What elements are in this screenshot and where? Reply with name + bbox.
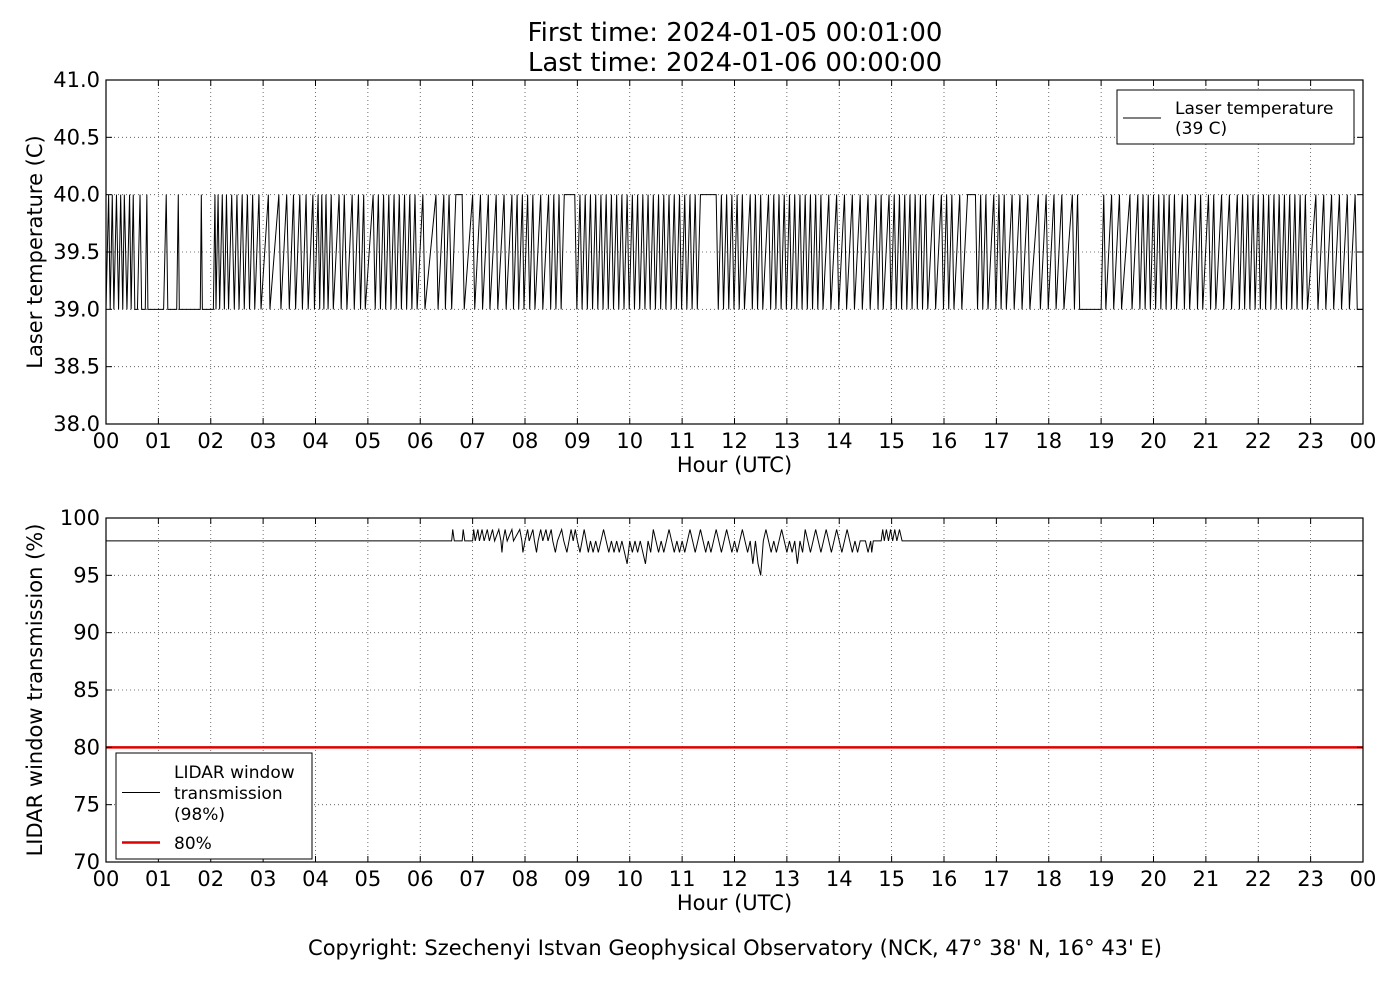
legend-label: Laser temperature — [1175, 99, 1333, 119]
x-tick-label: 22 — [1245, 867, 1272, 891]
y-tick-label: 38.0 — [53, 412, 100, 436]
x-tick-label: 16 — [931, 867, 958, 891]
x-tick-label: 23 — [1297, 867, 1324, 891]
legend-label: (98%) — [174, 805, 225, 825]
x-tick-label: 20 — [1140, 867, 1167, 891]
y-tick-label: 95 — [73, 563, 100, 587]
y-tick-label: 85 — [73, 678, 100, 702]
x-tick-label: 14 — [826, 867, 853, 891]
legend-label: LIDAR window — [174, 763, 295, 783]
x-tick-label: 00 — [93, 429, 120, 453]
x-tick-label: 15 — [878, 867, 905, 891]
y-tick-label: 80 — [73, 735, 100, 759]
x-tick-label: 08 — [512, 867, 539, 891]
x-tick-label: 18 — [1035, 429, 1062, 453]
x-tick-label: 02 — [197, 429, 224, 453]
x-tick-label: 03 — [250, 429, 277, 453]
x-tick-label: 10 — [616, 867, 643, 891]
x-tick-label: 04 — [302, 429, 329, 453]
x-tick-label: 20 — [1140, 429, 1167, 453]
x-tick-label: 09 — [564, 867, 591, 891]
y-tick-label: 40.0 — [53, 183, 100, 207]
series-line-0 — [105, 194, 1363, 310]
x-tick-label: 01 — [145, 429, 172, 453]
x-tick-label: 21 — [1193, 429, 1220, 453]
x-tick-label: 04 — [302, 867, 329, 891]
x-tick-label: 16 — [931, 429, 958, 453]
y-tick-label: 38.5 — [53, 355, 100, 379]
x-tick-label: 11 — [669, 867, 696, 891]
x-tick-label: 03 — [250, 867, 277, 891]
y-tick-label: 90 — [73, 621, 100, 645]
x-tick-label: 10 — [616, 429, 643, 453]
x-tick-label: 06 — [407, 429, 434, 453]
series-line-0 — [106, 527, 1363, 576]
x-axis-label: Hour (UTC) — [677, 453, 792, 477]
x-tick-label: 00 — [93, 867, 120, 891]
x-tick-label: 12 — [721, 867, 748, 891]
chart-title-line-2: Last time: 2024-01-06 00:00:00 — [527, 48, 943, 78]
y-tick-label: 39.5 — [53, 240, 100, 264]
y-tick-label: 75 — [73, 793, 100, 817]
x-tick-label: 19 — [1088, 429, 1115, 453]
x-tick-label: 17 — [983, 867, 1010, 891]
x-tick-label: 11 — [669, 429, 696, 453]
x-tick-label: 09 — [564, 429, 591, 453]
x-tick-label: 13 — [774, 867, 801, 891]
y-tick-label: 70 — [73, 850, 100, 874]
x-axis-label: Hour (UTC) — [677, 891, 792, 915]
x-tick-label: 18 — [1035, 867, 1062, 891]
x-tick-label: 05 — [355, 867, 382, 891]
x-tick-label: 12 — [721, 429, 748, 453]
legend-label: transmission — [174, 784, 283, 804]
x-tick-label: 00 — [1350, 429, 1377, 453]
x-tick-label: 21 — [1193, 867, 1220, 891]
laser-temperature-chart: 00 01 02 03 04 05 06 07 08 09 10 11 12 13 14 15 16 17 18 19… — [23, 68, 1376, 477]
x-tick-label: 05 — [355, 429, 382, 453]
x-tick-label: 17 — [983, 429, 1010, 453]
x-tick-label: 23 — [1297, 429, 1324, 453]
x-tick-label: 19 — [1088, 867, 1115, 891]
x-tick-label: 22 — [1245, 429, 1272, 453]
y-axis-label: Laser temperature (C) — [23, 135, 47, 368]
x-tick-label: 07 — [459, 867, 486, 891]
x-tick-label: 02 — [197, 867, 224, 891]
legend-box — [1116, 89, 1355, 145]
x-tick-label: 15 — [878, 429, 905, 453]
x-tick-label: 00 — [1350, 867, 1377, 891]
chart-title-line-1: First time: 2024-01-05 00:01:00 — [527, 18, 943, 48]
lidar-transmission-chart: 00 01 02 03 04 05 06 07 08 09 10 11 12 13 14 15 16 17 18 19… — [23, 506, 1376, 915]
y-tick-label: 40.5 — [53, 125, 100, 149]
legend-label: 80% — [174, 834, 212, 854]
x-tick-label: 06 — [407, 867, 434, 891]
y-axis-label: LIDAR window transmission (%) — [23, 524, 47, 857]
y-tick-label: 100 — [60, 506, 100, 530]
y-tick-label: 39.0 — [53, 297, 100, 321]
legend-label: (39 C) — [1175, 119, 1227, 139]
copyright-footer: Copyright: Szechenyi Istvan Geophysical … — [308, 936, 1162, 960]
x-tick-label: 13 — [774, 429, 801, 453]
x-tick-label: 14 — [826, 429, 853, 453]
x-tick-label: 07 — [459, 429, 486, 453]
x-tick-label: 01 — [145, 867, 172, 891]
y-tick-label: 41.0 — [53, 68, 100, 92]
x-tick-label: 08 — [512, 429, 539, 453]
